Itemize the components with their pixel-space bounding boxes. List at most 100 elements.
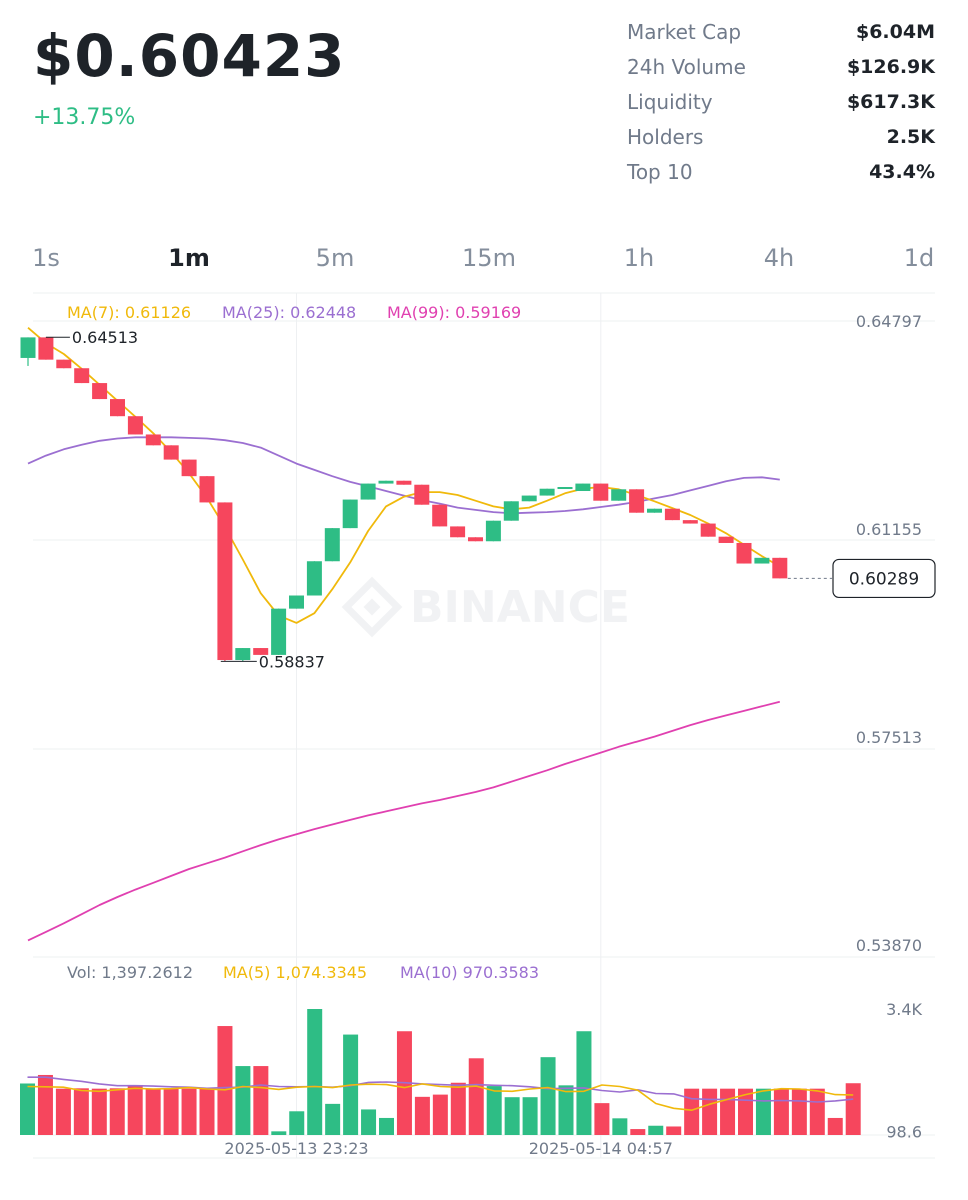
- volume-bar: [594, 1103, 610, 1135]
- candle: [253, 648, 269, 655]
- tab-15m[interactable]: 15m: [462, 244, 516, 272]
- volume-legend-label: MA(10) 970.3583: [400, 963, 539, 982]
- tab-1m[interactable]: 1m: [168, 244, 210, 272]
- candle: [181, 459, 197, 477]
- candles: [20, 337, 788, 662]
- tab-1s[interactable]: 1s: [32, 244, 60, 272]
- volume-bar: [379, 1117, 394, 1135]
- candle: [503, 501, 519, 521]
- volume-bar: [486, 1086, 502, 1135]
- stat-label: Market Cap: [627, 19, 742, 44]
- stat-label: Liquidity: [627, 89, 713, 114]
- tab-5m[interactable]: 5m: [315, 244, 355, 272]
- candle: [199, 476, 215, 503]
- candle: [521, 495, 537, 502]
- ma99-line: [27, 700, 781, 942]
- volume-bar: [450, 1082, 466, 1135]
- volume-bar: [432, 1094, 448, 1135]
- volume-bar: [612, 1118, 628, 1135]
- annotations: 0.64513 0.58837 0.60289: [45, 328, 936, 671]
- volume-bar: [271, 1131, 287, 1135]
- volume-bar: [773, 1088, 789, 1135]
- stat-value: $617.3K: [846, 90, 935, 113]
- interval-tabs: 1s 1m 5m 15m 1h 4h 1d: [20, 244, 945, 280]
- volume-bar: [199, 1088, 215, 1135]
- tab-1h[interactable]: 1h: [623, 244, 655, 272]
- candle: [378, 480, 394, 484]
- volume-legend: Vol: 1,397.2612 MA(5) 1,074.3345 MA(10) 97…: [67, 963, 539, 982]
- binance-logo-icon: [341, 576, 403, 638]
- candle: [271, 608, 287, 655]
- ma-legend-label: MA(7): 0.61126: [67, 303, 191, 322]
- tab-1d[interactable]: 1d: [903, 244, 935, 272]
- stat-value: 2.5K: [886, 125, 935, 148]
- volume-y-tick-label: 3.4K: [886, 1000, 922, 1019]
- y-tick-label: 0.53870: [856, 936, 922, 955]
- stat-row: Top 10 43.4%: [627, 154, 935, 189]
- stat-row: Holders 2.5K: [627, 119, 935, 154]
- candle: [664, 508, 680, 521]
- candle: [74, 368, 90, 384]
- ma-legend-label: MA(25): 0.62448: [222, 303, 356, 322]
- candle: [575, 483, 591, 492]
- volume-ma10-line: [27, 1076, 854, 1103]
- price-legend: MA(7): 0.61126 MA(25): 0.62448 MA(99): 0.5…: [67, 303, 521, 322]
- volume-bar: [37, 1074, 53, 1135]
- candle: [127, 416, 143, 435]
- candle: [539, 488, 555, 496]
- volume-bar: [181, 1088, 197, 1135]
- chart-grid: [33, 292, 935, 1159]
- volume-bar: [307, 1009, 323, 1135]
- candle: [56, 359, 72, 369]
- x-axis: 2025-05-13 23:23 2025-05-14 04:57: [224, 1139, 672, 1158]
- y-tick-label: 0.64797: [856, 312, 922, 331]
- candle: [289, 595, 304, 609]
- candle: [682, 520, 698, 524]
- volume-y-tick-label: 98.6: [886, 1122, 922, 1141]
- volume-bar: [468, 1058, 484, 1135]
- candle: [306, 561, 322, 596]
- volume-bar: [504, 1097, 520, 1135]
- ma-legend-label: MA(99): 0.59169: [387, 303, 521, 322]
- candle: [754, 557, 770, 564]
- volume-bar: [127, 1084, 143, 1135]
- watermark-text: BINANCE: [410, 582, 630, 633]
- stat-row: Liquidity $617.3K: [627, 84, 935, 119]
- candle: [629, 489, 645, 513]
- volume-bar: [827, 1117, 843, 1135]
- stat-label: Top 10: [627, 159, 693, 184]
- low-label: 0.58837: [259, 652, 325, 671]
- price: $0.60423: [33, 22, 346, 90]
- candle: [736, 542, 752, 564]
- candle: [772, 557, 788, 579]
- tab-4h[interactable]: 4h: [763, 244, 795, 272]
- stat-row: Market Cap $6.04M: [627, 14, 935, 49]
- ma7-line: [27, 327, 781, 624]
- candle: [647, 508, 662, 513]
- candle: [20, 337, 36, 358]
- x-tick-label: 2025-05-13 23:23: [224, 1139, 368, 1158]
- y-tick-label: 0.57513: [856, 728, 922, 747]
- volume-bar: [755, 1088, 771, 1135]
- volume-ma5-line: [27, 1083, 854, 1111]
- volume-bar: [540, 1057, 556, 1135]
- current-price-label: 0.60289: [849, 569, 919, 589]
- volume-bar: [73, 1088, 89, 1135]
- candle: [324, 528, 340, 562]
- high-label: 0.64513: [72, 328, 138, 347]
- volume-ma-lines: [27, 1076, 854, 1111]
- candle: [163, 445, 179, 460]
- candle: [217, 502, 233, 661]
- volume-bar: [558, 1085, 574, 1135]
- volume-bar: [791, 1088, 807, 1135]
- volume-bar: [20, 1083, 35, 1135]
- volume-bar: [217, 1026, 233, 1135]
- volume-bar: [809, 1088, 825, 1135]
- candle: [593, 483, 609, 501]
- volume-bar: [109, 1088, 125, 1135]
- candle: [360, 483, 376, 500]
- volume-bar: [702, 1088, 718, 1135]
- volume-bar: [630, 1129, 646, 1135]
- y-tick-label: 0.61155: [856, 520, 922, 539]
